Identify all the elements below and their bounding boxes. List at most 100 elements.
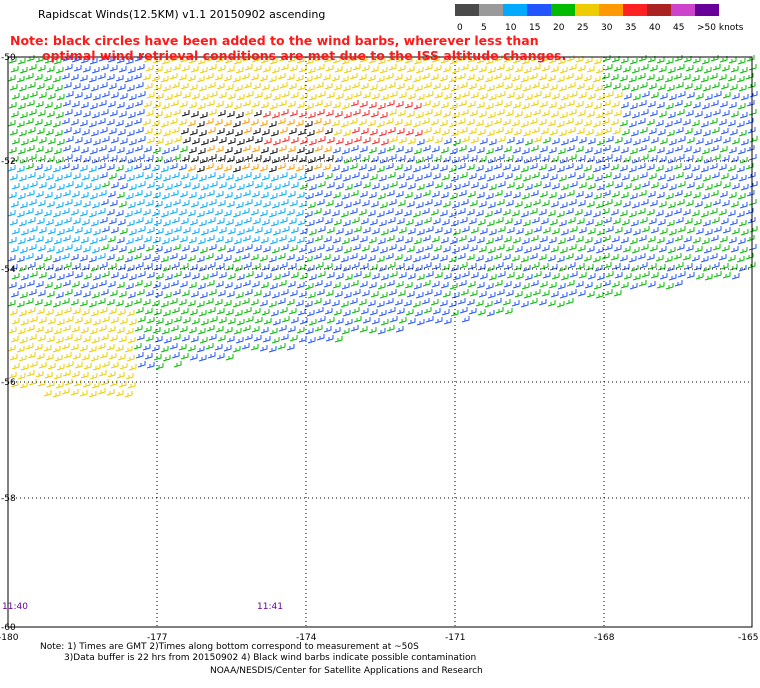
wind-barb <box>278 325 287 332</box>
wind-barb <box>250 74 259 81</box>
wind-barb <box>289 65 298 72</box>
wind-barb <box>350 190 359 197</box>
wind-barb <box>637 253 646 260</box>
wind-barb <box>217 200 226 207</box>
wind-barb <box>56 364 65 371</box>
wind-barb <box>478 111 487 118</box>
wind-barb <box>181 245 190 252</box>
wind-barb <box>728 57 737 64</box>
wind-barb <box>424 199 433 206</box>
legend-label: 45 <box>673 23 684 33</box>
wind-barb <box>223 120 232 127</box>
wind-barb <box>208 154 217 161</box>
wind-barb <box>351 82 360 89</box>
legend-label: >50 knots <box>697 23 744 33</box>
wind-barb <box>119 93 128 100</box>
wind-barb <box>531 82 540 89</box>
wind-barb <box>343 202 352 209</box>
wind-barb <box>747 172 756 179</box>
wind-barb <box>235 337 244 344</box>
wind-barb <box>506 182 515 189</box>
wind-barb <box>305 58 314 65</box>
wind-barb <box>605 271 614 278</box>
wind-barb <box>736 211 745 218</box>
footer-note-1: Note: 1) Times are GMT 2)Times along bot… <box>40 642 419 652</box>
wind-barb <box>665 58 674 65</box>
wind-barb <box>307 112 316 119</box>
wind-barb <box>583 75 592 82</box>
wind-barb <box>295 300 304 307</box>
wind-barb <box>592 76 601 83</box>
wind-barb <box>199 67 208 74</box>
wind-barb <box>20 229 29 236</box>
wind-barb <box>29 271 38 278</box>
wind-barb <box>61 298 70 305</box>
wind-barb <box>205 163 214 170</box>
wind-barb <box>414 265 423 272</box>
wind-barb <box>61 388 70 395</box>
wind-barb <box>243 217 252 224</box>
wind-barb <box>395 146 404 153</box>
wind-barb <box>196 346 205 353</box>
wind-barb <box>73 200 82 207</box>
wind-barb <box>514 246 523 253</box>
wind-barb <box>587 183 596 190</box>
wind-barb <box>261 129 270 136</box>
wind-barb <box>162 355 171 362</box>
wind-barb <box>441 219 450 226</box>
wind-barb <box>586 66 595 73</box>
wind-barb <box>63 307 72 314</box>
wind-barb <box>386 235 395 242</box>
wind-barb <box>693 129 702 136</box>
wind-barb <box>630 175 639 182</box>
wind-barb <box>397 65 406 72</box>
wind-barb <box>433 200 442 207</box>
wind-barb <box>305 238 314 245</box>
wind-barb <box>107 191 116 198</box>
wind-barb <box>106 389 115 396</box>
wind-barb <box>88 256 97 263</box>
wind-barb <box>36 218 45 225</box>
wind-barb <box>685 245 694 252</box>
wind-barb <box>704 274 713 281</box>
wind-barb <box>485 148 494 155</box>
wind-barb <box>423 217 432 224</box>
wind-barb <box>20 184 29 191</box>
wind-barb <box>182 227 191 234</box>
wind-barb <box>368 282 377 289</box>
wind-barb <box>7 120 16 127</box>
wind-barb <box>142 344 151 351</box>
wind-barb <box>142 119 151 126</box>
wind-barb <box>664 76 673 83</box>
wind-barb <box>693 219 702 226</box>
wind-barb <box>523 157 532 164</box>
wind-barb <box>576 128 585 135</box>
wind-barb <box>368 102 377 109</box>
wind-barb <box>386 280 395 287</box>
wind-barb <box>71 146 80 153</box>
wind-barb <box>110 227 119 234</box>
wind-barb <box>486 310 495 317</box>
wind-barb <box>583 255 592 262</box>
wind-barb <box>197 148 206 155</box>
wind-barb <box>89 283 98 290</box>
wind-barb <box>425 91 434 98</box>
wind-barb <box>251 326 260 333</box>
wind-barb <box>341 238 350 245</box>
wind-barb <box>475 255 484 262</box>
wind-barb <box>704 94 713 101</box>
wind-barb <box>16 76 25 83</box>
wind-barb <box>486 85 495 92</box>
wind-barb <box>171 217 180 224</box>
wind-barb <box>666 265 675 272</box>
wind-barb <box>746 190 755 197</box>
wind-barb <box>677 271 686 278</box>
wind-barb <box>20 94 29 101</box>
wind-barb <box>647 146 656 153</box>
wind-barb <box>515 273 524 280</box>
wind-barb <box>368 57 377 64</box>
wind-barb <box>170 145 179 152</box>
wind-barb <box>721 200 730 207</box>
wind-barb <box>360 218 369 225</box>
wind-barb <box>665 193 674 200</box>
